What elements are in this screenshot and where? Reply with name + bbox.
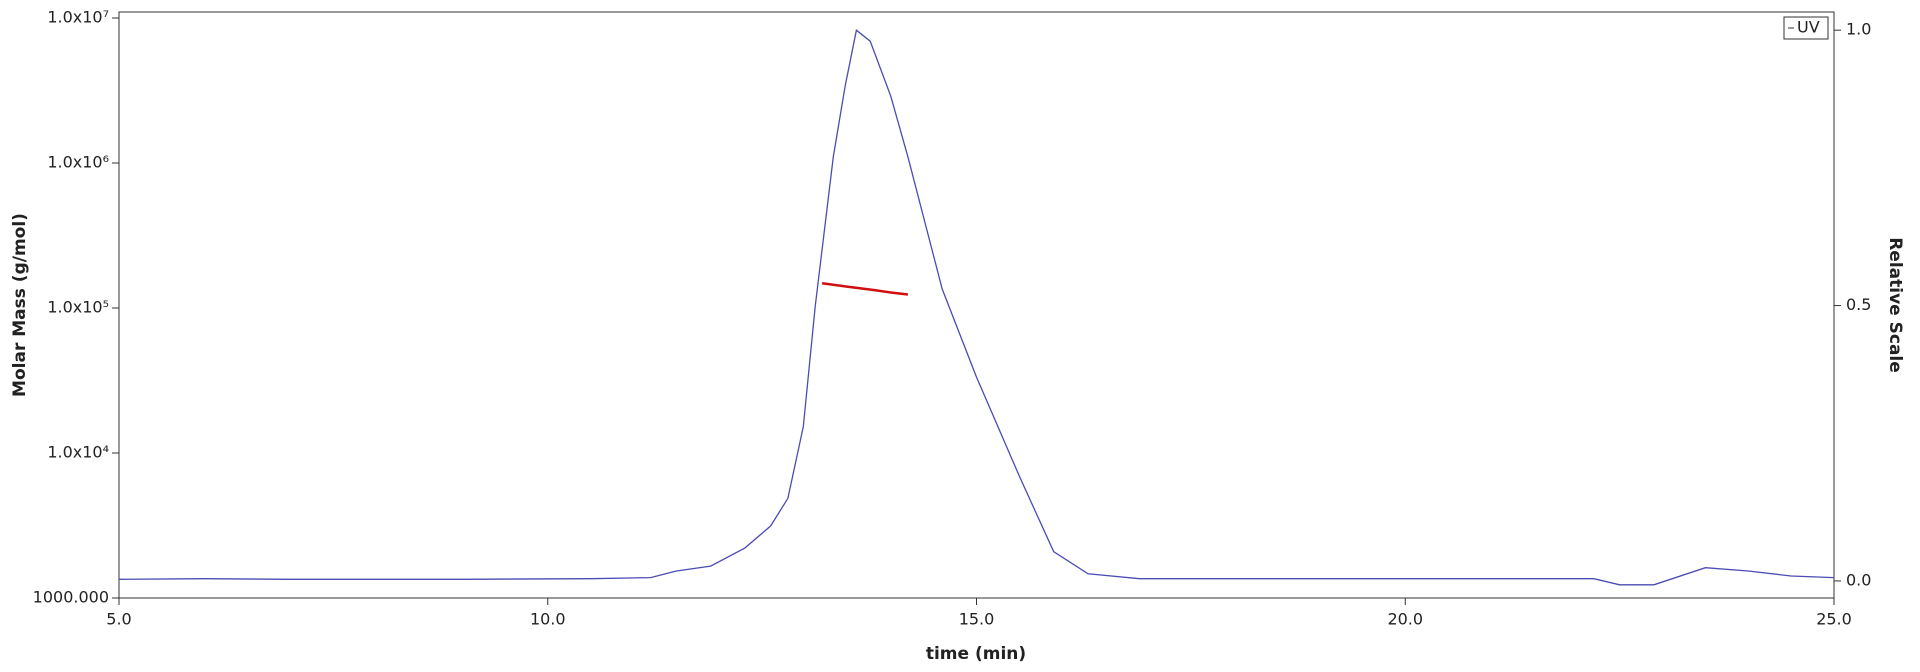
y-tick-label: 1.0x10⁶ [47, 153, 109, 172]
y-tick-label: 1000.000 [33, 588, 109, 607]
x-tick-label: 20.0 [1387, 610, 1423, 629]
x-tick-label: 10.0 [530, 610, 566, 629]
plot-frame [118, 11, 1835, 599]
y2-tick-label: 0.0 [1846, 570, 1871, 589]
series-line [821, 282, 909, 296]
y-tick-label: 1.0x10⁴ [47, 443, 109, 462]
legend-label: UV [1797, 18, 1820, 37]
x-tick-label: 25.0 [1816, 610, 1852, 629]
y2-axis-title: Relative Scale [1885, 237, 1905, 373]
series-line [118, 29, 1835, 586]
y-tick-label: 1.0x10⁵ [47, 298, 109, 317]
legend-box [1783, 16, 1829, 40]
y-axis-title: Molar Mass (g/mol) [10, 213, 30, 397]
y-tick-label: 1.0x10⁷ [47, 8, 109, 27]
x-tick-label: 15.0 [959, 610, 995, 629]
x-axis-title: time (min) [926, 644, 1026, 664]
y2-tick-label: 1.0 [1846, 20, 1871, 39]
y2-tick-label: 0.5 [1846, 295, 1871, 314]
x-tick-label: 5.0 [106, 610, 131, 629]
